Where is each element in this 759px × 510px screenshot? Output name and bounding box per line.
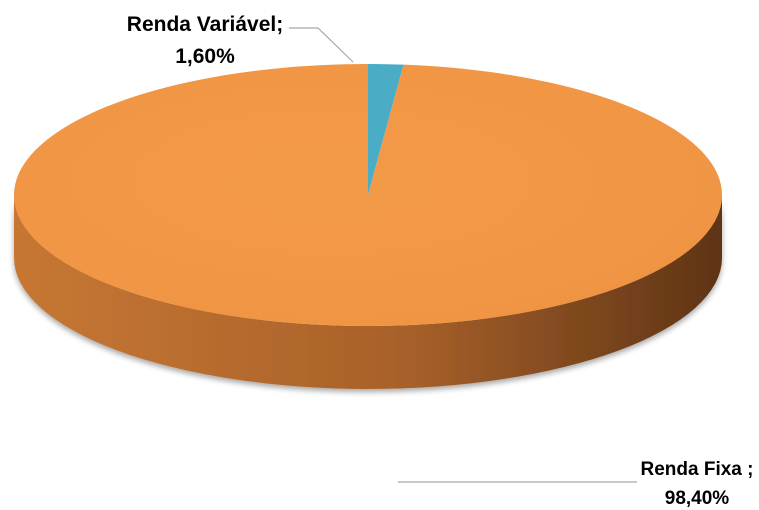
leader-line-renda-variavel	[289, 27, 354, 63]
label-renda-variavel-value: 1,60%	[175, 45, 235, 68]
label-renda-fixa-value: 98,40%	[665, 488, 730, 509]
pie-side-wall	[14, 195, 722, 389]
label-renda-fixa-name: Renda Fixa ;	[641, 459, 754, 480]
pie-slices	[14, 64, 723, 326]
label-renda-variavel-name: Renda Variável;	[127, 13, 283, 36]
pie-slice-renda-fixa	[14, 64, 723, 326]
pie-slice-renda-vari-vel	[368, 64, 404, 195]
